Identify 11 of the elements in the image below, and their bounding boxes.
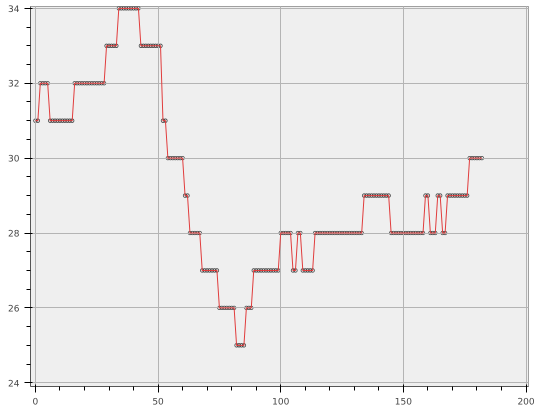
y-tick-label: 24: [8, 379, 20, 390]
y-tick-label: 26: [8, 304, 20, 314]
y-tick-label: 32: [8, 80, 20, 90]
y-tick-label: 30: [8, 154, 20, 165]
x-tick-label: 0: [32, 398, 39, 408]
x-tick-label: 100: [272, 398, 290, 408]
y-tick-label: 34: [8, 4, 20, 15]
x-tick-label: 150: [394, 398, 412, 408]
x-tick-label: 50: [152, 398, 164, 408]
y-tick-label: 28: [8, 230, 20, 240]
x-tick-label: 200: [517, 398, 535, 408]
